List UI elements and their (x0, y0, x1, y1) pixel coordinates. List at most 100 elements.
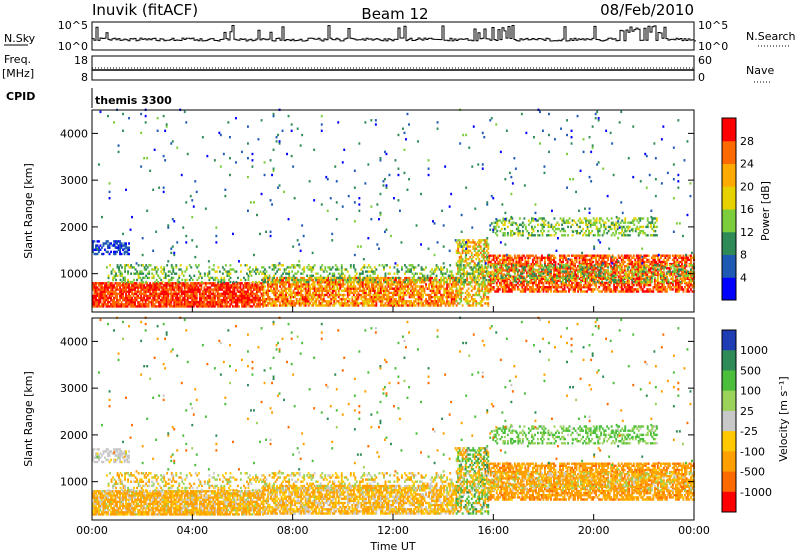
data-cell (540, 229, 542, 233)
data-cell (649, 275, 652, 278)
data-cell (452, 295, 455, 299)
data-cell (532, 288, 534, 291)
data-cell (355, 298, 358, 301)
data-cell (198, 284, 201, 287)
data-cell (593, 288, 596, 291)
data-cell (183, 305, 186, 308)
data-cell (331, 298, 334, 301)
data-cell (691, 267, 694, 270)
data-cell (646, 225, 649, 229)
data-cell (273, 281, 275, 284)
data-cell (432, 285, 435, 288)
data-cell (235, 294, 237, 298)
data-cell (426, 302, 429, 305)
data-cell (105, 282, 108, 285)
data-cell (221, 303, 224, 306)
data-cell (183, 288, 186, 291)
data-cell (343, 302, 346, 305)
data-cell (239, 288, 242, 291)
data-cell (556, 227, 559, 231)
data-cell (271, 304, 274, 307)
data-cell (596, 262, 599, 266)
data-cell (387, 300, 390, 303)
data-cell (617, 275, 620, 278)
data-cell (540, 217, 542, 220)
data-cell (500, 265, 503, 268)
data-cell (277, 298, 280, 301)
data-cell (621, 227, 624, 231)
data-cell (277, 300, 280, 303)
data-cell (546, 234, 548, 237)
data-cell (492, 258, 495, 262)
data-cell (209, 290, 212, 293)
data-cell (298, 291, 301, 295)
data-cell (267, 285, 269, 288)
data-cell (631, 273, 634, 276)
data-cell (515, 256, 518, 259)
data-cell (206, 301, 209, 304)
data-cell (144, 288, 147, 291)
data-cell (319, 295, 322, 299)
data-cell (149, 294, 152, 298)
data-cell (146, 296, 149, 300)
data-cell (605, 265, 608, 268)
data-cell (264, 285, 266, 288)
data-cell (562, 219, 565, 222)
data-cell (321, 293, 324, 297)
data-cell (481, 270, 484, 273)
data-cell (380, 276, 382, 280)
data-cell (244, 305, 246, 308)
data-cell (171, 284, 174, 287)
data-cell (521, 275, 524, 278)
data-cell (339, 283, 342, 286)
data-cell (108, 290, 111, 293)
data-cell (545, 290, 548, 293)
data-cell (203, 303, 206, 306)
data-cell (251, 292, 254, 295)
data-cell (99, 288, 102, 291)
data-cell (479, 251, 482, 255)
data-cell (292, 291, 295, 295)
data-cell (492, 267, 495, 270)
data-cell (105, 305, 108, 308)
data-cell (111, 294, 114, 298)
data-cell (513, 283, 516, 287)
date-title: 08/Feb/2010 (600, 1, 694, 19)
data-cell (339, 302, 342, 305)
data-cell (492, 275, 495, 278)
data-cell (206, 294, 209, 298)
data-cell (408, 287, 411, 290)
data-cell (529, 234, 532, 237)
data-cell (491, 258, 494, 262)
data-cell (443, 289, 446, 292)
data-cell (162, 284, 165, 287)
data-cell (644, 254, 647, 257)
data-cell (289, 283, 292, 286)
data-cell (562, 227, 565, 231)
data-cell (428, 285, 430, 288)
data-cell (159, 292, 162, 295)
data-cell (516, 260, 519, 264)
data-cell (334, 298, 337, 301)
data-cell (518, 262, 521, 266)
data-cell (541, 227, 544, 231)
data-cell (527, 260, 530, 264)
data-cell (376, 291, 379, 295)
data-cell (254, 294, 257, 298)
data-cell (577, 232, 580, 235)
data-cell (229, 294, 231, 298)
data-cell (150, 305, 153, 308)
data-cell (476, 241, 479, 244)
data-cell (572, 269, 575, 272)
data-cell (373, 300, 376, 303)
data-cell (641, 277, 644, 280)
data-cell (503, 234, 506, 237)
data-cell (434, 276, 436, 280)
data-cell (472, 274, 475, 278)
data-cell (210, 288, 213, 291)
data-cell (516, 277, 519, 280)
data-cell (361, 300, 364, 303)
data-cell (587, 262, 590, 266)
data-cell (581, 258, 584, 262)
data-cell (108, 294, 111, 298)
